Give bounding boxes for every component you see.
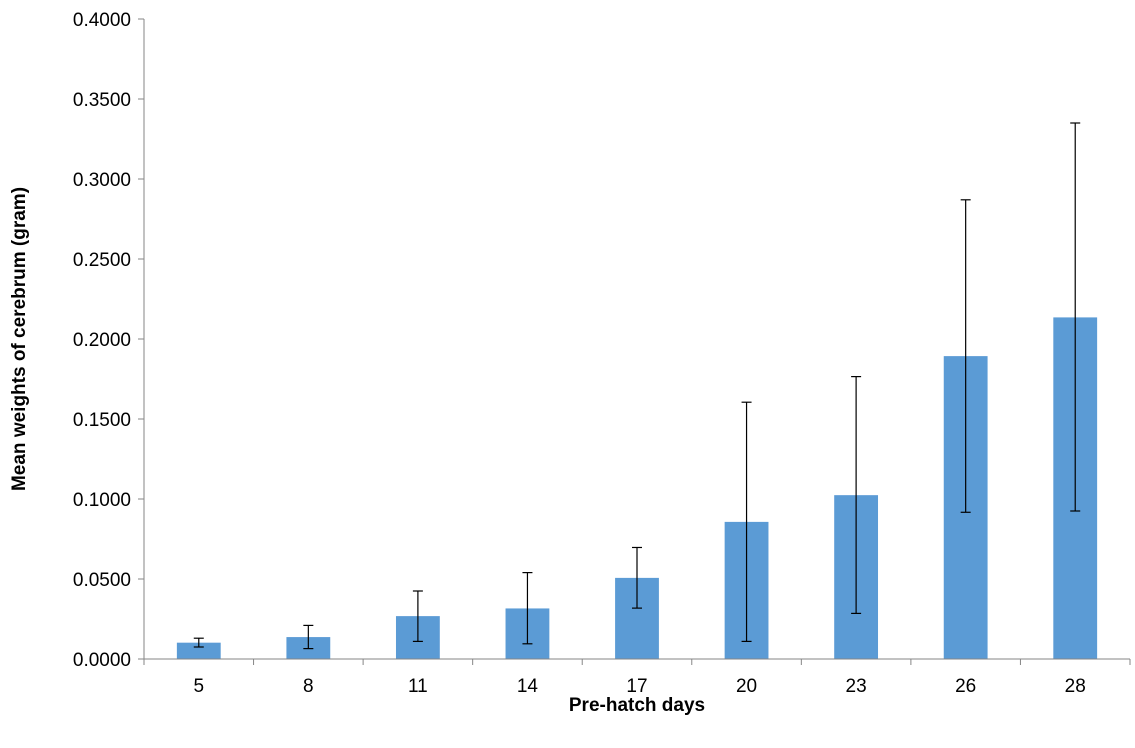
x-tick-label: 14: [517, 676, 539, 697]
y-axis-title: Mean weights of cerebrum (gram): [9, 187, 30, 491]
y-tick-label: 0.2000: [73, 330, 131, 351]
x-ticks-group: 5 8 11 14 17 20 23 26 28: [143, 659, 1131, 697]
error-bars-group: [193, 122, 1081, 650]
x-tick-label: 28: [1065, 676, 1086, 697]
x-tick-label: 8: [303, 676, 314, 697]
y-tick-label: 0.4000: [73, 10, 131, 31]
y-tick-label: 0.0500: [73, 570, 131, 591]
y-tick-label: 0.0000: [73, 650, 131, 671]
x-tick-label: 23: [846, 676, 867, 697]
x-tick-label: 11: [408, 676, 428, 697]
x-axis-title: Pre-hatch days: [569, 695, 705, 716]
x-tick-label: 5: [193, 676, 204, 697]
y-tick-label: 0.1000: [73, 490, 131, 511]
y-tick-label: 0.3500: [73, 90, 131, 111]
y-ticks-group: 0.0000 0.0500 0.1000 0.1500 0.2000 0.2500 0.30…: [73, 10, 144, 671]
x-tick-label: 17: [626, 676, 647, 697]
x-tick-label: 26: [955, 676, 976, 697]
x-tick-label: 20: [736, 676, 757, 697]
y-tick-label: 0.1500: [73, 410, 131, 431]
y-tick-label: 0.2500: [73, 250, 131, 271]
y-tick-label: 0.3000: [73, 170, 131, 191]
bar: [176, 642, 221, 659]
